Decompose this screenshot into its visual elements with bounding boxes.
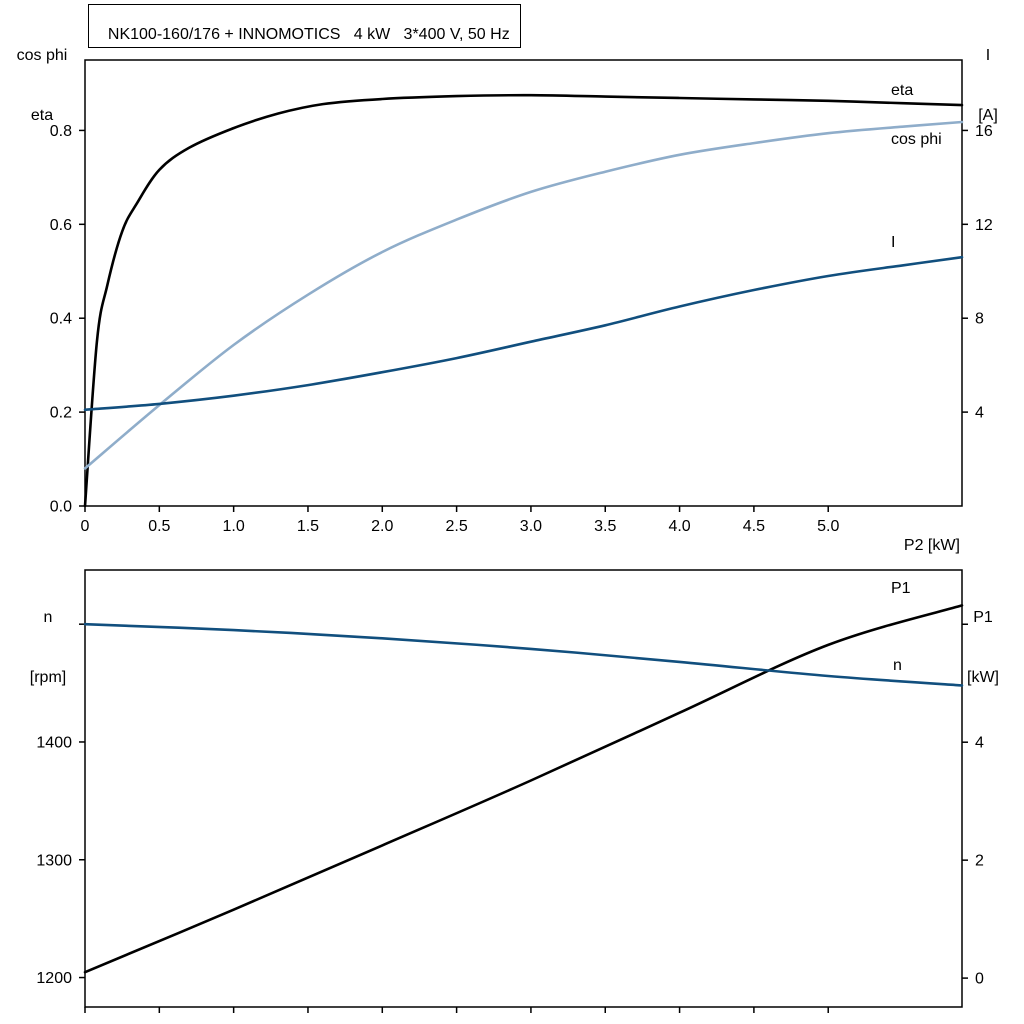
bottom-y-tick-label: 1400 bbox=[36, 734, 72, 751]
bottom-y-tick-label: 2 bbox=[975, 853, 984, 870]
chart-title-box: NK100-160/176 + INNOMOTICS 4 kW 3*400 V,… bbox=[88, 4, 521, 48]
top-y-tick-label: 0.0 bbox=[50, 499, 72, 516]
axis-label-p2-kw: P2 [kW] bbox=[903, 537, 960, 554]
series-P1 bbox=[83, 604, 964, 974]
bottom-y-tick-label: 1200 bbox=[36, 970, 72, 987]
top-x-tick-label: 3.0 bbox=[520, 518, 542, 535]
bottom-right-axis-title: P1 [kW] bbox=[960, 568, 1006, 708]
bottom-plot-frame bbox=[84, 569, 963, 1008]
axis-unit-kw: [kW] bbox=[967, 669, 999, 686]
series-eta bbox=[83, 93, 964, 508]
top-x-tick-label: 1.0 bbox=[223, 518, 245, 535]
bottom-y-tick-label: 1300 bbox=[36, 852, 72, 869]
axis-label-p1: P1 bbox=[973, 609, 993, 626]
top-x-tick-label: 4.0 bbox=[668, 518, 690, 535]
top-y-tick-label: 4 bbox=[975, 405, 984, 422]
series-label-I: I bbox=[891, 234, 895, 251]
chart-title: NK100-160/176 + INNOMOTICS 4 kW 3*400 V,… bbox=[107, 26, 510, 43]
top-x-tick-label: 3.5 bbox=[594, 518, 616, 535]
top-right-axis-title: I [A] bbox=[968, 6, 1008, 146]
top-x-tick-label: 5.0 bbox=[817, 518, 839, 535]
top-y-tick-label: 0.6 bbox=[50, 217, 72, 234]
top-y-tick-label: 12 bbox=[975, 217, 993, 234]
top-left-axis-title: cos phi eta bbox=[6, 6, 78, 146]
bottom-y-tick-label: 0 bbox=[975, 971, 984, 988]
top-y-tick-label: 0.2 bbox=[50, 405, 72, 422]
axis-label-cos-phi: cos phi bbox=[16, 47, 68, 64]
top-y-tick-label: 16 bbox=[975, 123, 993, 140]
top-plot-frame bbox=[84, 59, 963, 507]
series-label-eta: eta bbox=[891, 82, 913, 99]
top-x-tick-label: 1.5 bbox=[297, 518, 319, 535]
top-x-tick-label: 2.0 bbox=[371, 518, 393, 535]
axis-label-current: I bbox=[985, 47, 991, 64]
bottom-left-axis-title: n [rpm] bbox=[17, 568, 79, 708]
axis-unit-rpm: [rpm] bbox=[29, 669, 67, 686]
axis-label-eta: eta bbox=[30, 107, 54, 124]
axis-label-speed: n bbox=[43, 609, 53, 626]
top-y-tick-label: 0.8 bbox=[50, 123, 72, 140]
axis-unit-ampere: [A] bbox=[978, 107, 998, 124]
top-y-tick-label: 8 bbox=[975, 311, 984, 328]
series-label-n: n bbox=[893, 657, 902, 674]
top-y-tick-label: 0.4 bbox=[50, 311, 72, 328]
series-label-P1: P1 bbox=[891, 580, 911, 597]
x-axis-unit-label: P2 [kW] bbox=[895, 516, 960, 556]
top-x-tick-label: 0.5 bbox=[148, 518, 170, 535]
series-I bbox=[83, 255, 964, 412]
series-label-cos-phi: cos phi bbox=[891, 131, 942, 148]
top-x-tick-label: 2.5 bbox=[445, 518, 467, 535]
bottom-y-tick-label: 4 bbox=[975, 735, 984, 752]
series-cos-phi bbox=[83, 120, 964, 470]
series-n bbox=[83, 622, 964, 687]
top-x-tick-label: 4.5 bbox=[743, 518, 765, 535]
top-x-tick-label: 0 bbox=[81, 518, 90, 535]
